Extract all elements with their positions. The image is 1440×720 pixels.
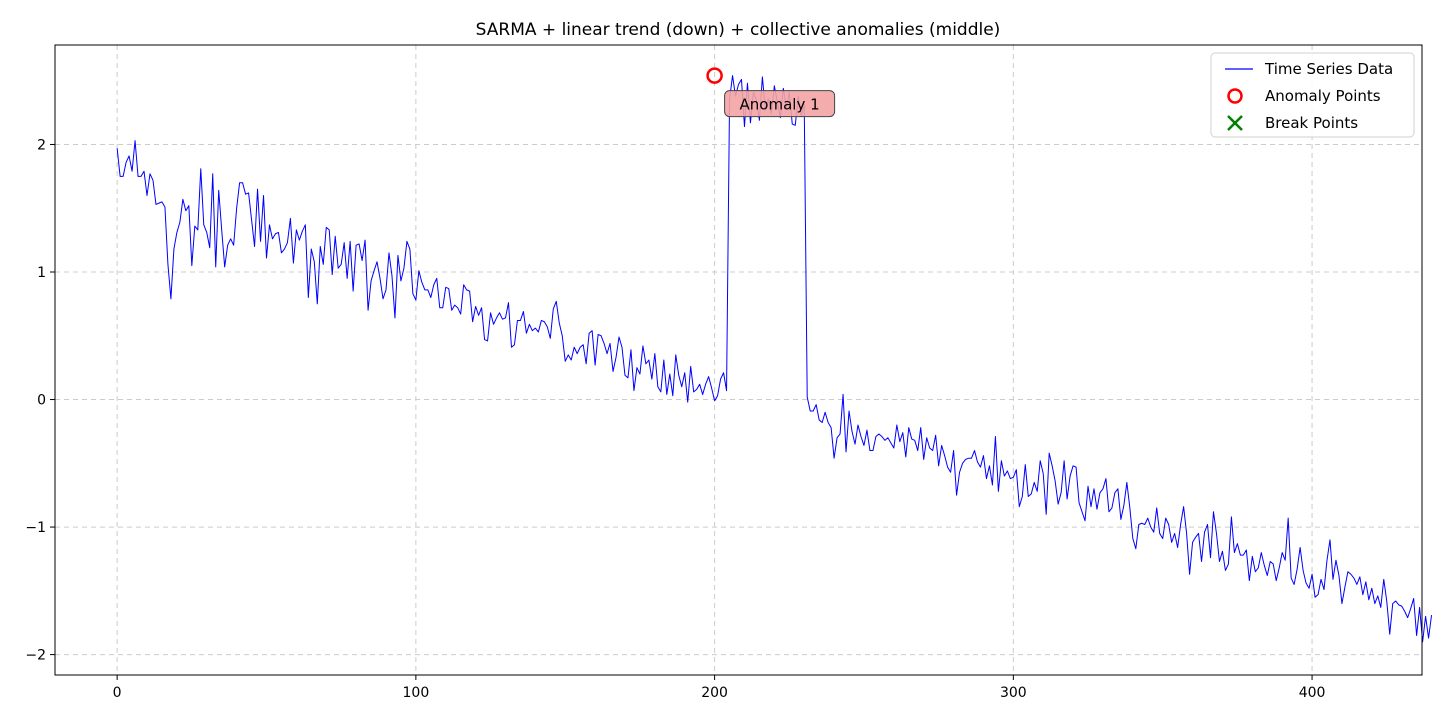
axes bbox=[50, 44, 1423, 680]
grid bbox=[55, 45, 1422, 675]
anomaly-layer: Anomaly 1 bbox=[706, 67, 836, 118]
legend-label: Time Series Data bbox=[1264, 60, 1393, 78]
anomaly-annotation-box bbox=[724, 90, 836, 118]
x-tick-label: 200 bbox=[701, 685, 728, 701]
x-tick-label: 300 bbox=[1000, 685, 1027, 701]
plot-frame bbox=[54, 44, 1423, 676]
legend-box bbox=[1210, 52, 1415, 138]
x-tick-label: 400 bbox=[1299, 685, 1326, 701]
y-tick-label: −1 bbox=[25, 520, 46, 536]
legend-x-stroke bbox=[1227, 115, 1243, 131]
chart-title: SARMA + linear trend (down) + collective… bbox=[476, 20, 1001, 40]
legend-circle-swatch bbox=[1227, 88, 1243, 104]
anomaly-annotation-label: Anomaly 1 bbox=[740, 96, 820, 114]
x-tick-label: 0 bbox=[113, 685, 122, 701]
legend: Time Series Data Anomaly Points Break Poin… bbox=[1210, 52, 1415, 138]
y-tick-label: 1 bbox=[37, 265, 46, 281]
tick-labels: 0 100 200 300 400 −2 −1 0 1 2 bbox=[25, 137, 1325, 701]
x-tick-label: 100 bbox=[403, 685, 430, 701]
legend-label: Anomaly Points bbox=[1265, 87, 1381, 105]
y-tick-label: 0 bbox=[37, 393, 46, 409]
y-tick-label: 2 bbox=[37, 137, 46, 153]
y-tick-label: −2 bbox=[25, 648, 46, 664]
legend-x-swatch bbox=[1227, 115, 1243, 131]
series-layer bbox=[116, 75, 1433, 643]
legend-label: Break Points bbox=[1265, 114, 1358, 132]
anomaly-point bbox=[706, 67, 723, 84]
series-line-1 bbox=[116, 75, 1433, 643]
